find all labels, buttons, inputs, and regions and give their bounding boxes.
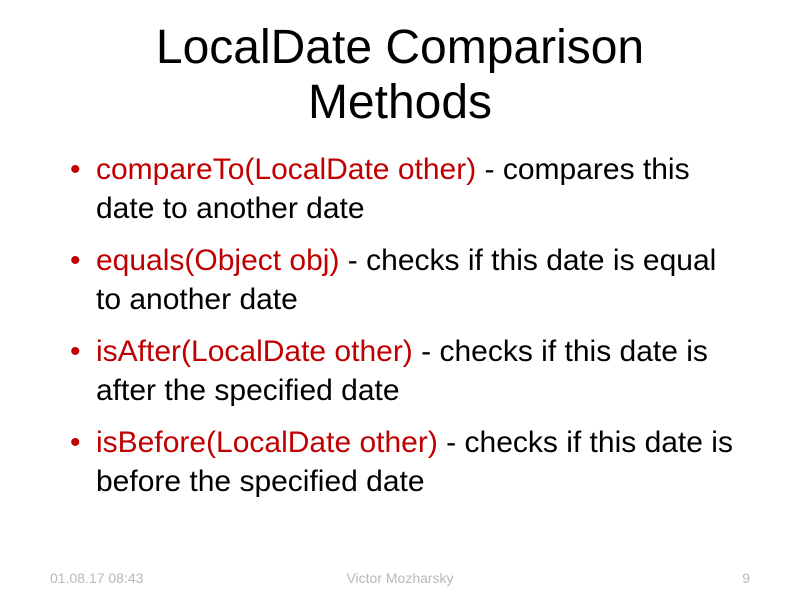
footer-datetime: 01.08.17 08:43: [50, 570, 143, 586]
method-name: equals(Object obj): [96, 244, 339, 277]
list-item: compareTo(LocalDate other) - compares th…: [60, 150, 740, 228]
method-name: isBefore(LocalDate other): [96, 426, 438, 459]
list-item: isAfter(LocalDate other) - checks if thi…: [60, 332, 740, 410]
slide-footer: 01.08.17 08:43 Victor Mozharsky 9: [0, 570, 800, 586]
method-name: compareTo(LocalDate other): [96, 153, 476, 186]
bullet-list: compareTo(LocalDate other) - compares th…: [60, 150, 740, 501]
footer-author: Victor Mozharsky: [346, 570, 453, 586]
list-item: isBefore(LocalDate other) - checks if th…: [60, 423, 740, 501]
slide-container: LocalDate Comparison Methods compareTo(L…: [0, 0, 800, 600]
list-item: equals(Object obj) - checks if this date…: [60, 241, 740, 319]
footer-page-number: 9: [742, 570, 750, 586]
slide-title: LocalDate Comparison Methods: [60, 20, 740, 130]
method-name: isAfter(LocalDate other): [96, 335, 413, 368]
